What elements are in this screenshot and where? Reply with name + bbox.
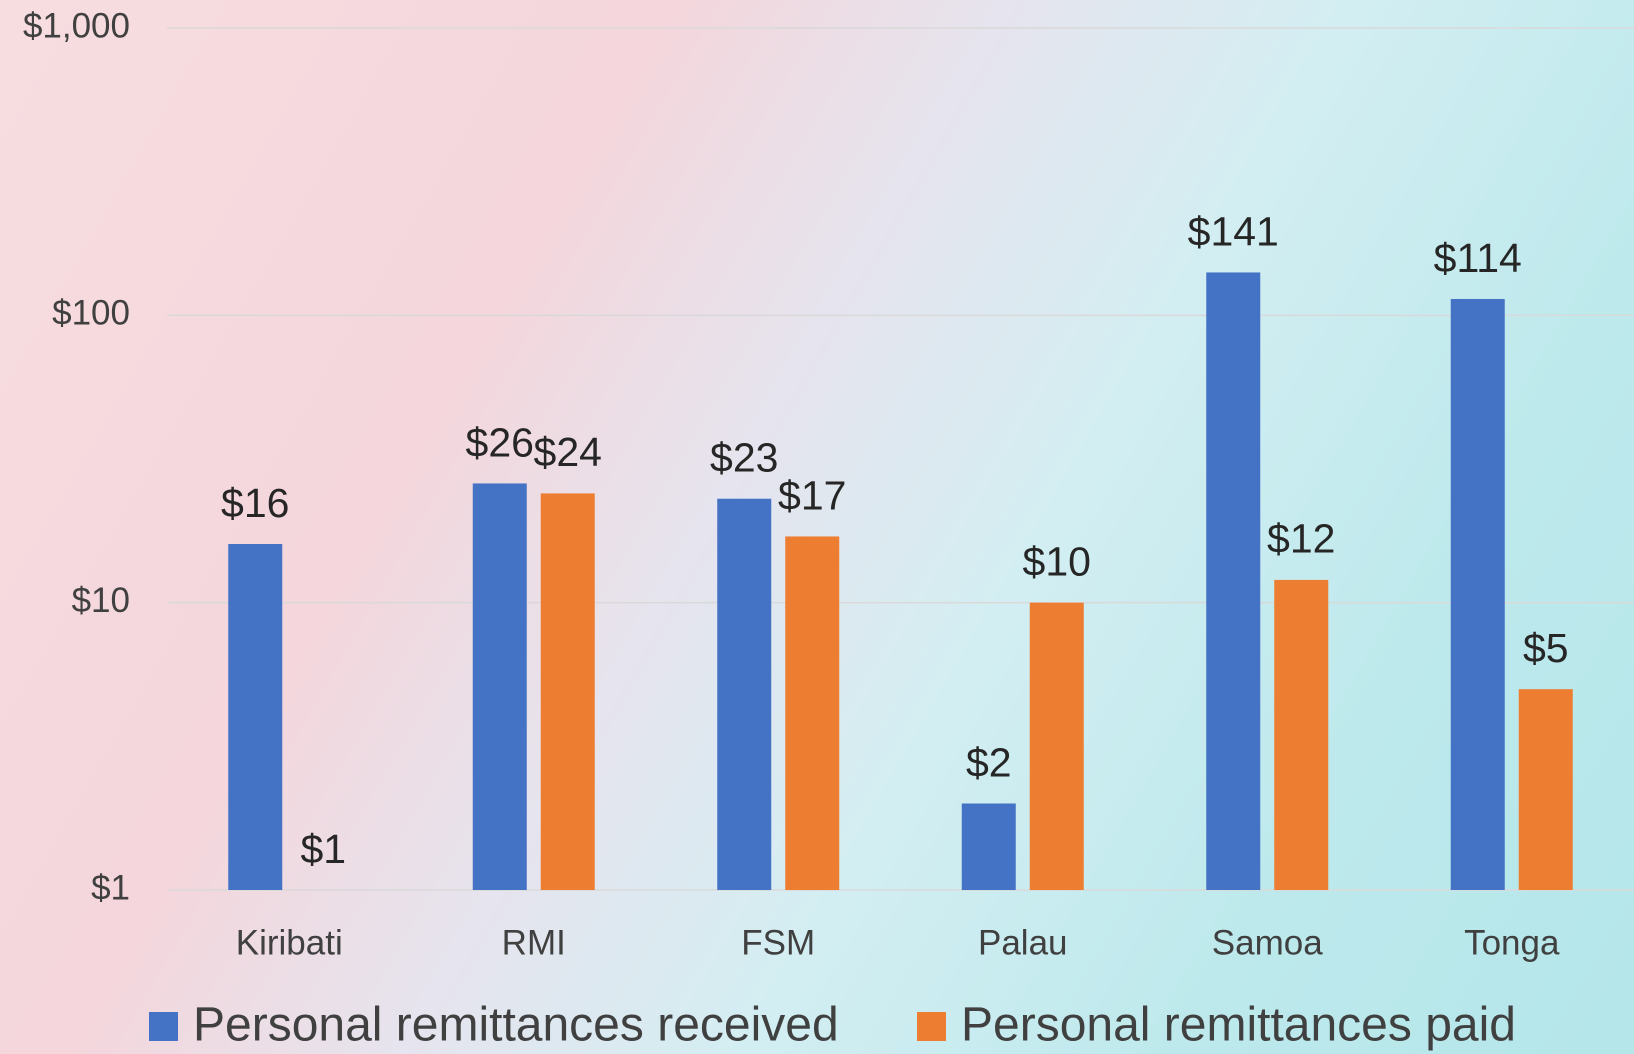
bar — [962, 804, 1016, 890]
value-label: $26 — [466, 419, 534, 465]
bar — [785, 536, 839, 890]
value-label: $114 — [1434, 235, 1522, 281]
bar — [1451, 299, 1505, 890]
y-tick-label: $100 — [52, 294, 130, 333]
value-label: $17 — [778, 472, 846, 518]
value-label: $10 — [1023, 538, 1091, 584]
bar — [228, 544, 282, 890]
bar — [1274, 580, 1328, 890]
bar — [1206, 272, 1260, 890]
page: $1 $10 $100 $1,000 Kiribati $16 $1 RMI $26$24 FSM… — [0, 0, 1634, 1054]
bar — [1030, 603, 1084, 890]
value-label: $5 — [1523, 625, 1569, 671]
y-tick-label: $1 — [91, 868, 130, 907]
x-tick-label: Samoa — [1212, 923, 1323, 962]
x-tick-label: RMI — [502, 923, 566, 962]
value-label: $16 — [221, 480, 289, 526]
y-tick-label: $1,000 — [23, 6, 130, 45]
bar — [541, 493, 595, 890]
y-tick-label: $10 — [72, 581, 130, 620]
value-label: $23 — [710, 435, 778, 481]
bar — [473, 483, 527, 890]
x-tick-label: Kiribati — [236, 923, 343, 962]
chart: $1 $10 $100 $1,000 Kiribati $16 $1 RMI $26$24 FSM… — [0, 0, 1634, 1054]
value-label: $141 — [1188, 208, 1279, 254]
legend-swatch — [917, 1012, 946, 1041]
legend-swatch — [149, 1012, 178, 1041]
value-label: $1 — [300, 826, 346, 872]
bar — [1519, 689, 1573, 890]
bar — [717, 499, 771, 890]
value-label: $24 — [534, 429, 602, 475]
value-label: $2 — [966, 739, 1012, 785]
value-label: $12 — [1267, 516, 1335, 562]
legend-label: Personal remittances paid — [961, 999, 1516, 1052]
x-tick-label: Palau — [978, 923, 1068, 962]
x-tick-label: Tonga — [1464, 923, 1560, 962]
x-tick-label: FSM — [741, 923, 815, 962]
legend-label: Personal remittances received — [193, 999, 839, 1052]
